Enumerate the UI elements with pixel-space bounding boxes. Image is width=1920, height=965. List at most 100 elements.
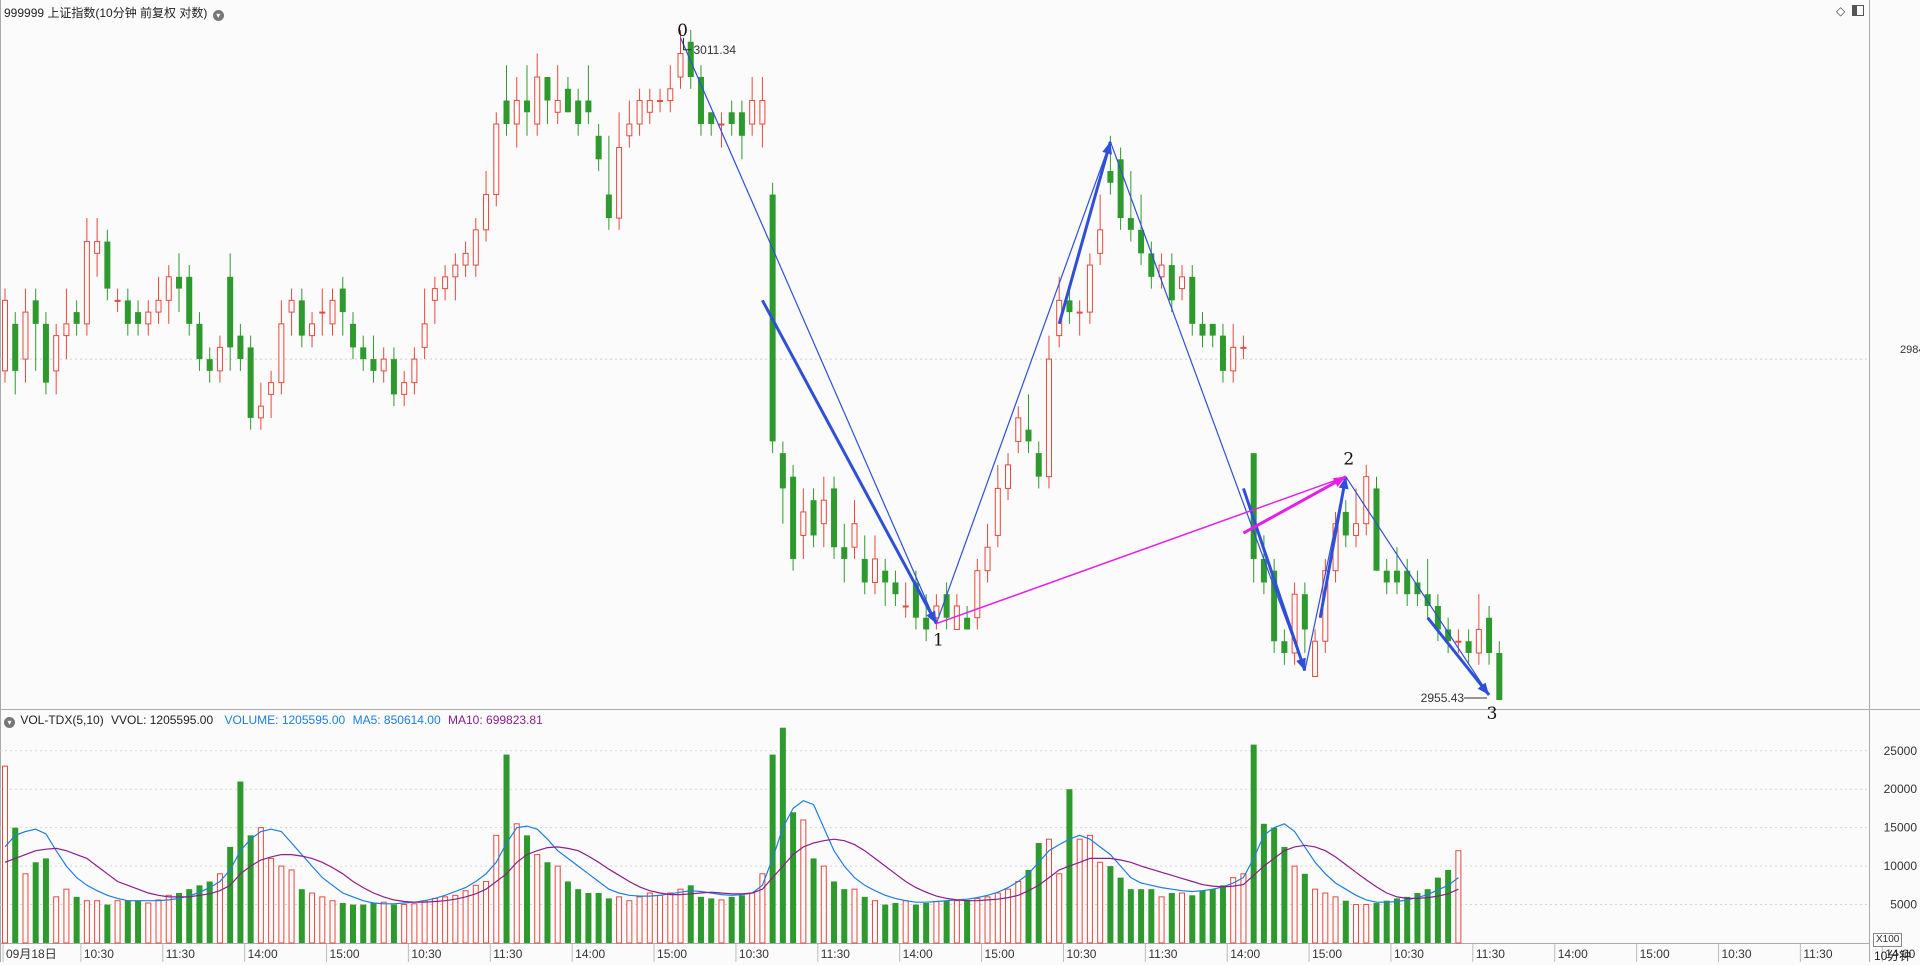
volume-bar-up <box>1015 880 1022 944</box>
volume-bar-down <box>1281 846 1288 943</box>
volume-bar-down <box>1025 869 1032 943</box>
volume-bar-up <box>53 896 60 944</box>
candle-body-down <box>104 241 111 289</box>
candle-body-up <box>442 276 449 290</box>
magenta-arrow <box>1332 476 1346 487</box>
volume-bar-up <box>155 899 162 944</box>
volume-bar-up <box>278 865 285 944</box>
panel-toggle-icon[interactable] <box>1851 5 1864 16</box>
candle-body-down <box>12 323 19 371</box>
volume-bar-up <box>1230 877 1237 944</box>
volume-axis-tick: 10000 <box>1884 859 1918 873</box>
volume-bar-down <box>564 881 571 943</box>
candle-body-up <box>1005 464 1012 489</box>
volume-bar-down <box>1393 898 1400 943</box>
magenta-line <box>1242 475 1347 535</box>
chart-options-icon[interactable]: ▾ <box>212 10 224 21</box>
volume-bar-down <box>1434 877 1441 943</box>
diamond-icon[interactable]: ◇ <box>1836 4 1846 18</box>
candle-body-down <box>697 77 704 125</box>
candle-body-up <box>329 299 336 325</box>
volume-bar-up <box>431 897 438 944</box>
time-axis-label: 10:30 <box>1721 947 1751 961</box>
candle-body-up <box>902 605 909 608</box>
chart-title: 999999 上证指数(10分钟 前复权 对数) <box>4 6 208 20</box>
volume-bar-up <box>472 884 479 944</box>
volume-bar-up <box>636 896 643 944</box>
volume-bar-down <box>503 754 510 943</box>
candle-body-up <box>1455 640 1462 643</box>
candle-body-down <box>1138 229 1145 254</box>
volume-bar-down <box>349 904 356 943</box>
volume-bar-up <box>1158 896 1165 944</box>
candle-body-down <box>841 547 848 559</box>
candle-body-up <box>380 358 387 372</box>
candle-body-down <box>964 617 971 630</box>
time-axis-label: 11:30 <box>1803 947 1832 961</box>
volume-bar-up <box>646 892 653 944</box>
candle-body-up <box>155 299 162 313</box>
volume-bar-down <box>1168 893 1175 943</box>
candle-body-up <box>1086 264 1093 313</box>
volume-bar-down <box>1301 873 1308 943</box>
candle-body-down <box>1465 641 1472 653</box>
candle-body-up <box>1230 346 1237 372</box>
time-axis-label: 15:00 <box>1312 947 1342 961</box>
candle-body-down <box>892 582 899 595</box>
candle-body-up <box>994 487 1001 536</box>
volume-bar-up <box>718 899 725 944</box>
volume-bar-down <box>790 812 797 943</box>
candle-body-up <box>63 323 70 337</box>
volume-bar-down <box>73 896 80 943</box>
ma10-line <box>4 838 1459 903</box>
time-axis-label: 10:30 <box>739 947 769 961</box>
candle-body-down <box>1404 570 1411 595</box>
volume-bar-down <box>882 904 889 943</box>
candle-body-up <box>462 252 469 266</box>
candle-body-up <box>636 100 643 125</box>
volume-bar-down <box>1445 869 1452 943</box>
volume-bar-up <box>1455 850 1462 944</box>
candle-body-down <box>349 323 356 348</box>
volume-bar-down <box>708 898 715 943</box>
volume-bar-down <box>575 889 582 943</box>
candle-body-up <box>257 405 264 419</box>
volume-bar-up <box>513 823 520 944</box>
volume-bar-up <box>319 896 326 944</box>
volume-bar-up <box>411 903 418 944</box>
candle-body-down <box>390 359 397 395</box>
candle-body-down <box>912 582 919 618</box>
candle-body-up <box>268 382 275 395</box>
volume-bar-down <box>339 903 346 943</box>
volume-bar-down <box>523 835 530 943</box>
volume-bar-down <box>196 885 203 943</box>
candle-body-up <box>1097 229 1104 254</box>
volume-bar-up <box>677 888 684 944</box>
candle-body-down <box>1301 594 1308 630</box>
candle-body-up <box>677 53 684 78</box>
candle-body-down <box>1271 570 1278 642</box>
ma5-value: MA5: 850614.00 <box>352 713 441 727</box>
candle-body-up <box>94 241 101 254</box>
candle-body-up <box>513 100 520 125</box>
candle-body-down <box>1199 323 1206 336</box>
volume-bar-down <box>247 835 254 943</box>
wave-line-2-3 <box>1426 616 1491 696</box>
wave-line-peak-trough-thin <box>1109 141 1306 671</box>
chart-title-bar: 999999 上证指数(10分钟 前复权 对数) ▾ <box>4 4 224 21</box>
volume-bar-down <box>738 895 745 943</box>
time-axis-label: 15:00 <box>330 947 360 961</box>
candle-body-up <box>626 123 633 137</box>
candle-body-down <box>738 112 745 136</box>
volume-bar-down <box>1209 889 1216 943</box>
candle-body-down <box>1445 629 1452 642</box>
volume-bar-down <box>1138 889 1145 943</box>
volume-options-icon[interactable]: ▾ <box>4 717 15 728</box>
candle-body-up <box>421 323 428 348</box>
candle-body-up <box>1076 311 1083 314</box>
volume-bar-up <box>309 892 316 944</box>
candle-body-down <box>831 488 838 548</box>
volume-bar-up <box>1086 834 1093 944</box>
volume-bar-down <box>861 896 868 943</box>
volume-bar-up <box>216 873 223 944</box>
